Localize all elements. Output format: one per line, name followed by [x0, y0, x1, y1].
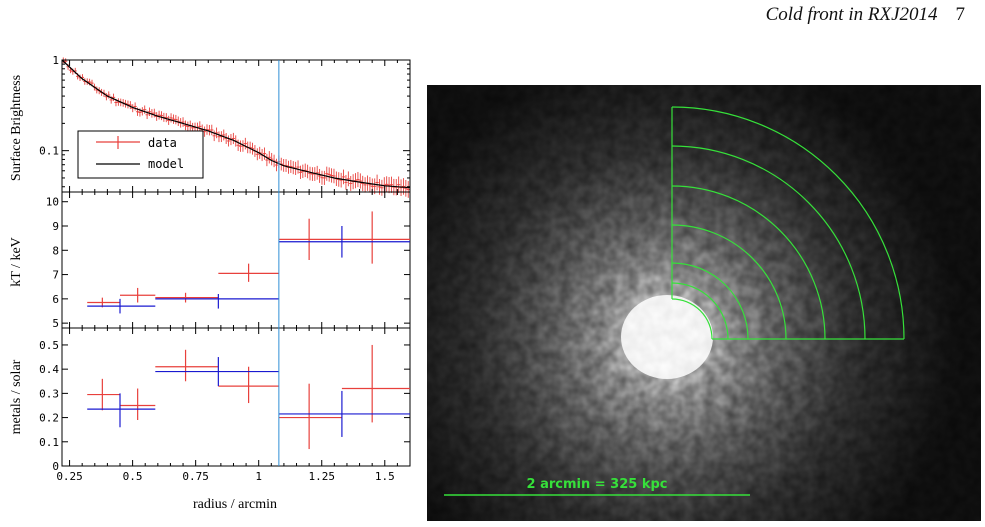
ylabel-metals: metals / solar [9, 359, 24, 434]
legend-box [77, 130, 204, 179]
xlabel-radius: radius / arcmin [193, 497, 277, 512]
x-tick-label: 1.25 [308, 470, 335, 483]
xray-image: 2 arcmin = 325 kpc [427, 85, 981, 521]
header-title: Cold front in RXJ2014 [765, 4, 938, 25]
metal-frame [61, 327, 411, 467]
annulus-arc [671, 224, 787, 340]
kt-tick-label: 6 [52, 293, 59, 306]
image-noise [427, 85, 981, 521]
scale-bar-label: 2 arcmin = 325 kpc [527, 477, 668, 492]
metal-tick-label: 0 [52, 460, 59, 473]
sb-model-line [61, 59, 411, 189]
sb-tick-label: 0.1 [39, 145, 59, 158]
running-header: Cold front in RXJ2014 7 [766, 4, 965, 26]
kt-tick-label: 8 [52, 244, 59, 257]
sb-tick-label: 1 [52, 54, 59, 67]
metal-tick-label: 0.1 [39, 436, 59, 449]
annulus-arc [671, 298, 713, 340]
metal-tick-label: 0.2 [39, 412, 59, 425]
kt-tick-label: 5 [52, 317, 59, 330]
x-tick-label: 0.25 [56, 470, 83, 483]
x-tick-label: 1.5 [375, 470, 395, 483]
kt-tick-label: 7 [52, 269, 59, 282]
annulus-arc [671, 262, 749, 340]
annulus-arc [671, 106, 905, 340]
sb-panel: 1 0.1 data model [39, 54, 411, 198]
metal-tick-label: 0.5 [39, 339, 59, 352]
x-tick-label: 0.75 [182, 470, 209, 483]
kt-tick-label: 10 [46, 196, 59, 209]
legend-data-label: data [148, 136, 177, 150]
x-tick-label: 0.5 [123, 470, 143, 483]
cluster-core [621, 295, 713, 379]
metal-panel: 0 0.1 0.2 0.3 0.4 0.5 0.25 0.5 0.75 1 1.25 1.5 [39, 327, 411, 483]
metal-tick-label: 0.3 [39, 387, 59, 400]
x-tick-label: 1 [255, 470, 262, 483]
annulus-arc [671, 282, 729, 340]
profile-figure: 1 0.1 data model 5 6 7 8 9 10 0 0.1 0.2 0.3 0.4 0.5 0.… [9, 54, 411, 512]
annulus-arc [671, 185, 826, 340]
page-number: 7 [955, 4, 966, 25]
annulus-arc [671, 145, 866, 340]
annuli-overlay [671, 106, 905, 340]
kt-panel: 5 6 7 8 9 10 [46, 191, 411, 330]
metal-tick-label: 0.4 [39, 363, 59, 376]
ylabel-sb: Surface Brightness [9, 75, 24, 181]
legend-model-label: model [148, 157, 184, 171]
kt-tick-label: 9 [52, 220, 59, 233]
kt-frame [61, 191, 411, 329]
ylabel-kt: kT / keV [9, 237, 24, 287]
xray-image-panel: 2 arcmin = 325 kpc [427, 85, 981, 521]
